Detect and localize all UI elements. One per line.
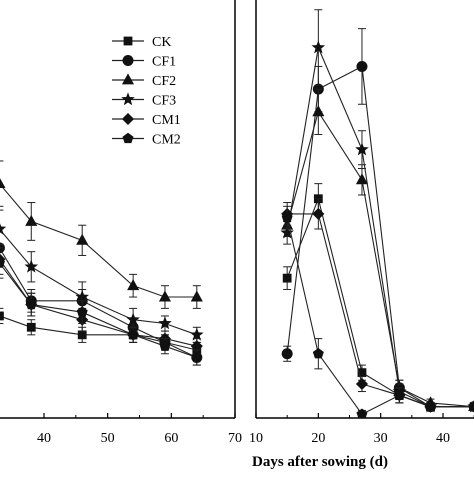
- legend-item-cm1: CM1: [112, 112, 181, 128]
- x-tick-label: 20: [311, 431, 325, 446]
- panel-data: [280, 9, 474, 418]
- series-cm2-point: [159, 340, 171, 351]
- series-ck-point: [357, 368, 367, 378]
- legend-label: CF3: [152, 94, 176, 109]
- series-cf2-point: [127, 279, 140, 291]
- x-tick-label: 40: [436, 431, 450, 446]
- legend-marker: [123, 36, 133, 46]
- series-cm2-point: [25, 298, 37, 310]
- series-cf2: [0, 160, 203, 309]
- series-ck-point: [77, 330, 87, 340]
- x-axis-title: Days after sowing (d): [252, 454, 388, 470]
- series-cf3-point: [311, 40, 326, 54]
- series-cf1: [281, 28, 474, 413]
- series-cm1-line: [287, 213, 474, 408]
- x-tick-label: 70: [228, 431, 242, 446]
- legend-marker: [121, 92, 135, 106]
- series-cm2-point: [312, 347, 324, 359]
- series-cm2-point: [281, 211, 293, 223]
- series-cf3-point: [0, 223, 7, 235]
- series-cf3-point: [355, 142, 369, 156]
- x-tick-label: 30: [374, 431, 388, 446]
- series-cf3: [280, 9, 474, 413]
- legend-marker: [121, 112, 135, 126]
- series-cf3-point: [126, 312, 140, 326]
- series-cf2-line: [0, 183, 197, 298]
- series-cf2-point: [0, 178, 6, 189]
- legend-label: CF1: [152, 55, 176, 70]
- series-cf1-point: [281, 348, 293, 360]
- series-cm1-point: [190, 340, 203, 353]
- series-cm1: [281, 198, 474, 413]
- series-cf2-line: [286, 110, 474, 408]
- series-cf2-point: [25, 214, 38, 226]
- legend-label: CM1: [152, 113, 181, 128]
- series-cf2-point: [190, 290, 203, 302]
- x-tick-label: 60: [164, 431, 178, 446]
- legend-marker: [122, 55, 134, 66]
- series-ck-point: [282, 273, 292, 283]
- series-cf2-point: [76, 233, 89, 245]
- series-cm2-point: [468, 401, 474, 412]
- series-cm2-line: [286, 217, 474, 415]
- legend-item-cm2: CM2: [112, 133, 181, 148]
- series-ck-point: [0, 311, 4, 321]
- legend-item-ck: CK: [112, 35, 171, 50]
- legend-item-cf2: CF2: [112, 73, 176, 89]
- series-cf2-point: [158, 290, 172, 302]
- series-cf3-point: [158, 316, 172, 330]
- series-cf1-point: [356, 60, 368, 72]
- panel-data: [0, 160, 204, 366]
- legend-label: CM2: [152, 133, 181, 148]
- x-tick-label: 50: [101, 431, 115, 446]
- x-tick-label: 40: [37, 431, 51, 446]
- series-cf3-point: [24, 259, 39, 273]
- legend-marker: [122, 132, 134, 144]
- series-cm2-point: [425, 400, 437, 412]
- series-cm2-point: [356, 408, 368, 418]
- legend-label: CF2: [152, 74, 176, 89]
- series-cm2-point: [0, 257, 5, 268]
- series-cm2-point: [191, 351, 203, 363]
- series-cf3-point: [75, 289, 89, 303]
- series-cf3-point: [190, 327, 204, 341]
- series-cm2: [0, 247, 203, 366]
- series-cm1-point: [355, 377, 369, 391]
- series-ck-point: [26, 322, 36, 332]
- legend-label: CK: [152, 35, 171, 50]
- left-panel: 40 50 60 70: [0, 0, 242, 446]
- series-ck: [282, 183, 474, 412]
- x-tick-label: 10: [249, 431, 263, 446]
- series-cm1-point: [312, 207, 325, 220]
- legend-item-cf1: CF1: [112, 55, 176, 70]
- series-cm2-point: [127, 329, 139, 340]
- series-cm2: [281, 205, 474, 418]
- legend: CK CF1 CF2 CF3 CM1 CM2: [112, 35, 181, 148]
- series-cf3-point: [280, 225, 294, 239]
- legend-item-cf3: CF3: [112, 92, 176, 109]
- series-cf2-point: [355, 173, 369, 185]
- legend-marker: [121, 73, 135, 85]
- series-cf2-point: [312, 105, 325, 117]
- series-cm2-point: [76, 306, 88, 317]
- right-panel: 10 20 30 40: [249, 0, 474, 446]
- series-cm2-point: [393, 389, 405, 400]
